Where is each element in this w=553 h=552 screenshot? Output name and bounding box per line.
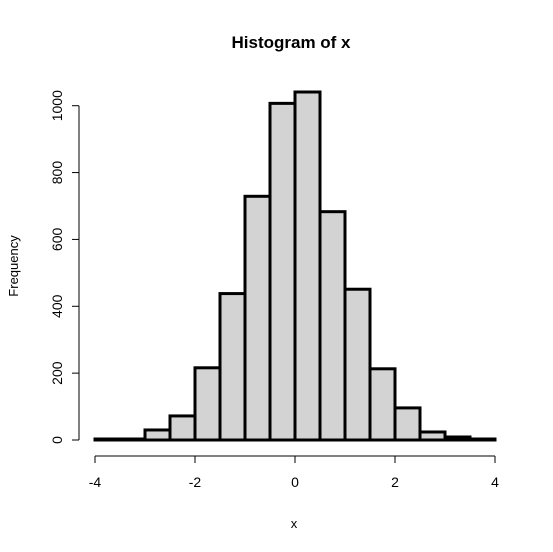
y-tick-label: 1000 [49, 90, 65, 121]
y-tick-label: 800 [49, 161, 65, 185]
histogram-bar [143, 428, 172, 442]
y-tick-label: 400 [49, 294, 65, 318]
y-axis-label: Frequency [6, 235, 21, 297]
histogram-bar [93, 437, 122, 442]
x-axis: -4 -2 0 2 4 [89, 455, 499, 490]
x-tick-label: 0 [291, 474, 299, 490]
y-tick-label: 200 [49, 361, 65, 385]
histogram-bar [443, 435, 472, 442]
x-tick-label: 4 [491, 474, 499, 490]
x-axis-label: x [291, 516, 298, 531]
x-tick-label: -4 [89, 474, 102, 490]
chart-title: Histogram of x [231, 33, 351, 52]
histogram-bar [168, 414, 197, 442]
y-axis: 0 200 400 600 800 1000 [49, 90, 80, 444]
histogram-bar [418, 430, 447, 442]
bars [93, 90, 497, 442]
histogram-bar [118, 437, 147, 442]
histogram-bar [318, 210, 347, 442]
histogram-bar [368, 367, 397, 442]
y-tick-label: 600 [49, 228, 65, 252]
histogram-bar [243, 194, 272, 442]
histogram-bar [343, 287, 372, 442]
histogram-bar [268, 101, 297, 442]
x-tick-label: -2 [189, 474, 202, 490]
histogram-bar [393, 406, 422, 442]
x-tick-label: 2 [391, 474, 399, 490]
histogram-bar [193, 366, 222, 442]
histogram-bar [468, 437, 497, 442]
y-tick-label: 0 [49, 436, 65, 444]
histogram-bar [218, 292, 247, 442]
histogram-bar [293, 90, 322, 442]
